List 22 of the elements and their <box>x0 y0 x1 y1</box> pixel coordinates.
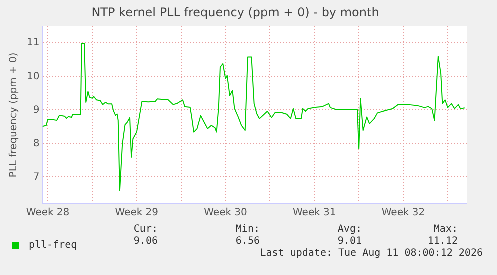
text: Cur: <box>134 224 158 235</box>
x-tick-label: Week 29 <box>115 208 159 219</box>
x-tick-label: Week 30 <box>204 208 248 219</box>
y-axis-title: PLL frequency (ppm + 0) <box>8 52 20 178</box>
x-tick-label: Week 28 <box>26 208 70 219</box>
y-tick-label: 8 <box>33 138 40 150</box>
text: Min: <box>236 224 260 235</box>
text: 11.12 <box>428 236 458 247</box>
y-tick-label: 9 <box>33 104 40 116</box>
chart-title: NTP kernel PLL frequency (ppm + 0) - by month <box>92 5 380 20</box>
x-tick-label: Week 31 <box>292 208 336 219</box>
text: Avg: <box>338 224 362 235</box>
y-tick-label: 7 <box>33 172 40 183</box>
y-tick-label: 11 <box>26 38 40 49</box>
x-tick-label: Week 32 <box>382 208 426 219</box>
text: 6.56 <box>236 236 260 247</box>
text: 9.06 <box>134 236 158 247</box>
y-tick-label: 10 <box>26 71 40 82</box>
text: Max: <box>434 224 458 235</box>
legend-label: pll-freq <box>29 240 78 251</box>
text: 9.01 <box>338 236 362 247</box>
text: Last update: Tue Aug 11 08:00:12 2026 <box>260 248 483 259</box>
